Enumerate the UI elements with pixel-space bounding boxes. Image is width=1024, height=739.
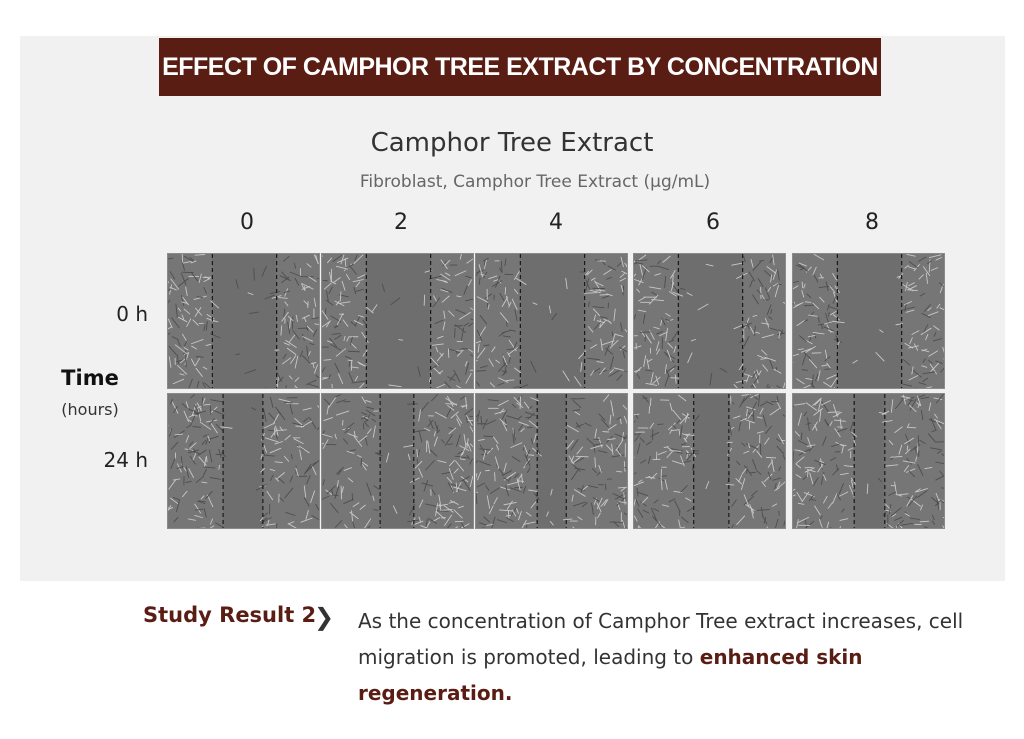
result-text-plain: As the concentration of Camphor Tree ext… (358, 609, 964, 669)
concentration-label: 2 (394, 210, 408, 235)
time-label-0h: 0 h (116, 302, 148, 326)
microscopy-image (792, 393, 945, 529)
microscopy-image (167, 393, 320, 529)
microscopy-image (792, 253, 945, 389)
microscopy-image (475, 393, 628, 529)
study-result-text: As the concentration of Camphor Tree ext… (358, 603, 978, 711)
study-result-label: Study Result 2 (143, 603, 317, 627)
microscopy-image (633, 253, 786, 389)
chart-title: Camphor Tree Extract (370, 128, 654, 158)
concentration-label: 6 (706, 210, 720, 235)
chart-subtitle: Fibroblast, Camphor Tree Extract (µg/mL) (359, 172, 711, 192)
time-label-24h: 24 h (103, 448, 148, 472)
time-axis-title: Time (61, 366, 119, 390)
concentration-label: 0 (240, 210, 254, 235)
concentration-label: 8 (865, 210, 879, 235)
figure-banner: EFFECT OF CAMPHOR TREE EXTRACT BY CONCEN… (159, 38, 881, 96)
concentration-label: 4 (549, 210, 563, 235)
microscopy-image (321, 393, 474, 529)
microscopy-image (167, 253, 320, 389)
chevron-right-icon: ❯ (314, 603, 335, 631)
microscopy-image (321, 253, 474, 389)
microscopy-image (633, 393, 786, 529)
microscopy-image (475, 253, 628, 389)
result-text-emphasis: enhanced skin regeneration. (358, 645, 863, 705)
time-axis-unit: (hours) (61, 400, 119, 419)
